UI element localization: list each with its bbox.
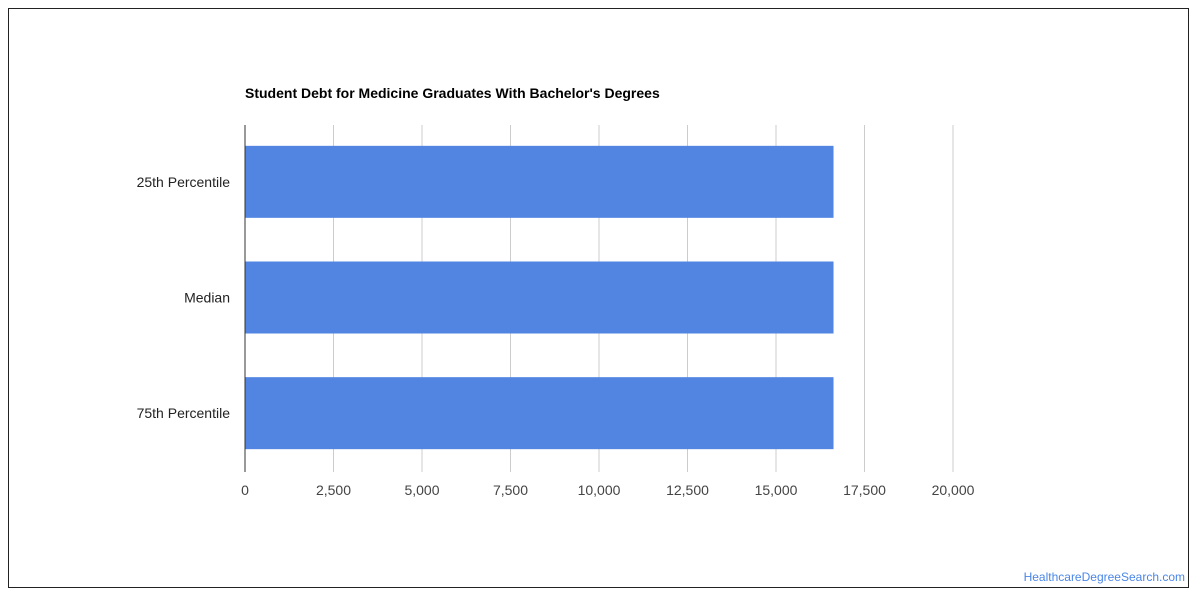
bar-median: [245, 261, 834, 334]
bars: [245, 145, 834, 450]
bar-25th-percentile: [245, 145, 834, 218]
category-labels: 25th Percentile Median 75th Percentile: [137, 174, 231, 421]
x-tick-label: 5,000: [404, 482, 439, 498]
x-tick-label: 20,000: [932, 482, 975, 498]
x-tick-label: 17,500: [843, 482, 886, 498]
x-tick-label: 10,000: [578, 482, 621, 498]
x-tick-labels: 0 2,500 5,000 7,500 10,000 12,500 15,000 17,500…: [241, 482, 975, 498]
category-label: 75th Percentile: [137, 405, 231, 421]
x-tick-label: 15,000: [755, 482, 798, 498]
x-tick-label: 0: [241, 482, 249, 498]
chart-title: Student Debt for Medicine Graduates With…: [245, 85, 660, 101]
category-label: Median: [184, 290, 230, 306]
category-label: 25th Percentile: [137, 174, 231, 190]
site-credit[interactable]: HealthcareDegreeSearch.com: [1023, 570, 1185, 584]
x-tick-label: 2,500: [316, 482, 351, 498]
bar-75th-percentile: [245, 377, 834, 450]
x-tick-label: 12,500: [666, 482, 709, 498]
x-tick-label: 7,500: [493, 482, 528, 498]
